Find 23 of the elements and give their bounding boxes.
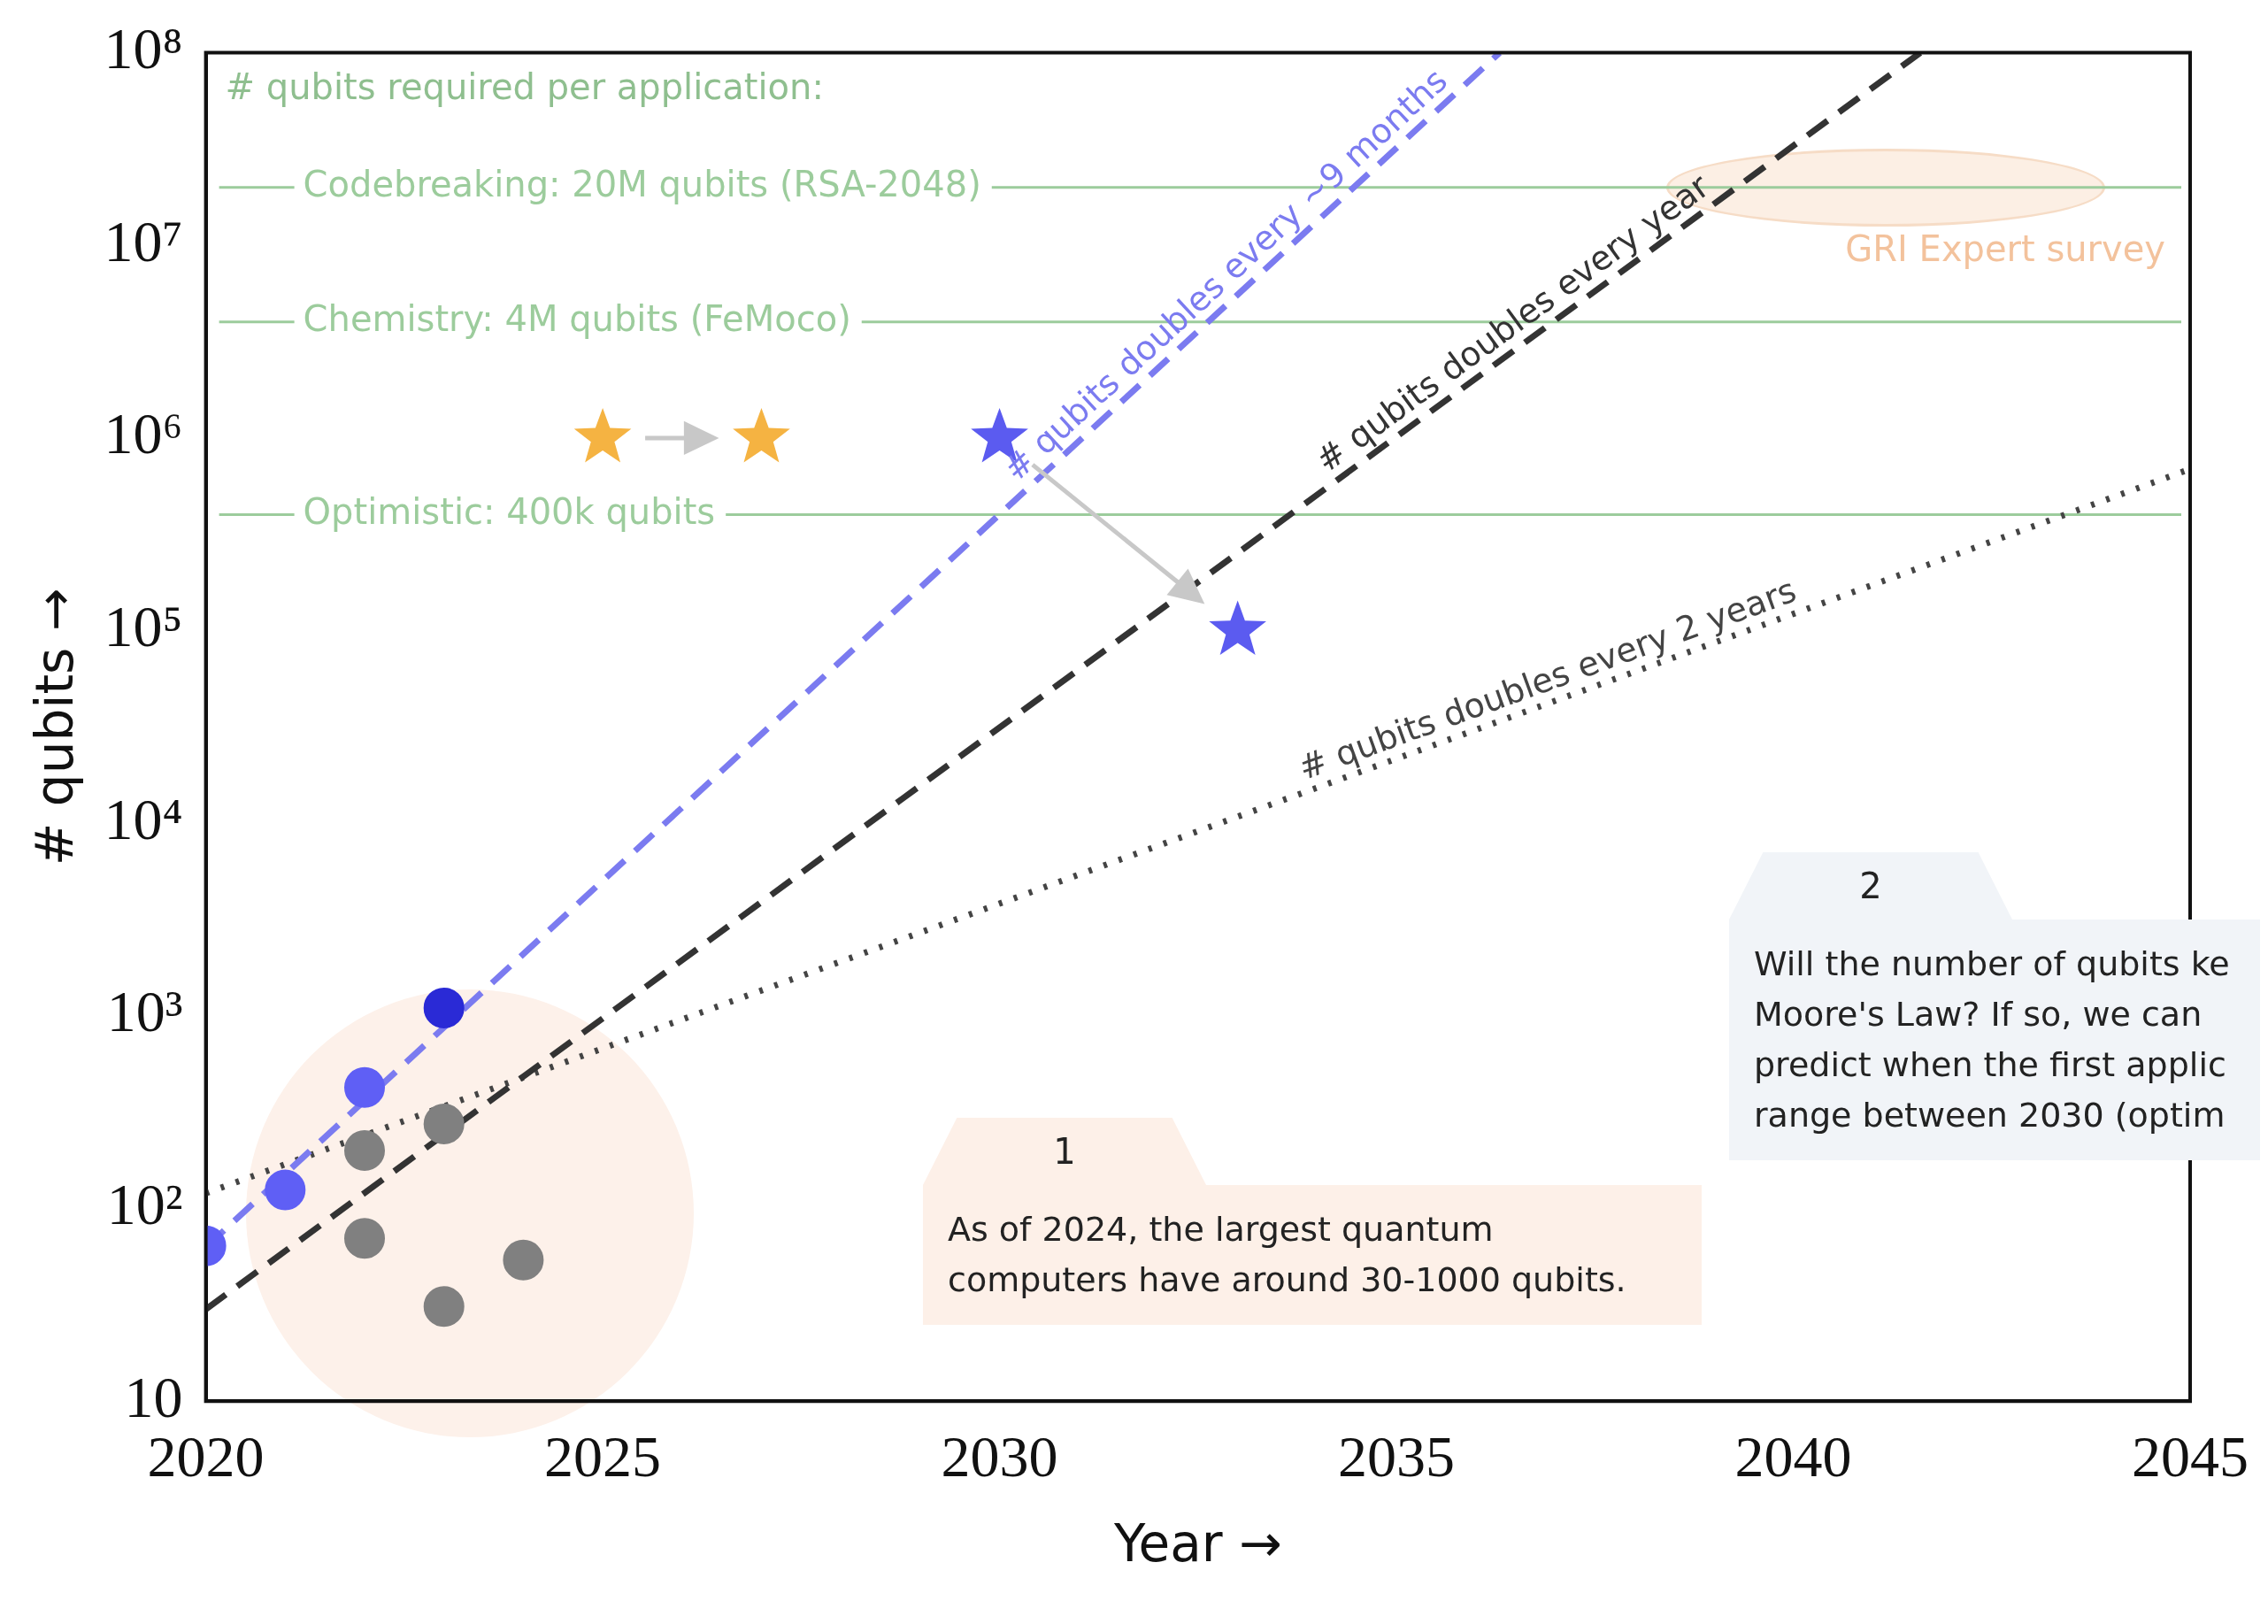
annotation: # qubits required per application: xyxy=(225,65,824,107)
annotation: Will the number of qubits ke Moore's Law? If so, we can predict when the first applic range between 2030 (optim xyxy=(1729,920,2260,1160)
ref-line-label: Chemistry: 4M qubits (FeMoco) xyxy=(303,298,851,340)
y-tick-label: 10⁵ xyxy=(104,593,183,658)
x-tick-label: 2035 xyxy=(1338,1424,1456,1489)
x-tick-label: 2040 xyxy=(1734,1424,1852,1489)
x-tick-label: 2030 xyxy=(941,1424,1058,1489)
annotation: 2 xyxy=(1729,852,2012,920)
ref-line-label: Codebreaking: 20M qubits (RSA-2048) xyxy=(303,164,981,205)
y-axis-title: # qubits → xyxy=(24,588,85,866)
y-tick-label: 10² xyxy=(106,1171,183,1236)
x-axis-title: Year → xyxy=(1112,1513,1282,1574)
y-tick-label: 10³ xyxy=(106,979,183,1044)
y-tick-label: 10⁷ xyxy=(104,208,183,273)
y-tick-label: 10⁴ xyxy=(104,786,183,851)
y-tick-label: 10⁶ xyxy=(104,401,183,466)
annotation: As of 2024, the largest quantum computers have around 30-1000 qubits. xyxy=(923,1185,1702,1325)
annotation: 1 xyxy=(923,1118,1206,1185)
y-tick-label: 10⁸ xyxy=(104,15,183,81)
x-tick-label: 2045 xyxy=(2132,1424,2249,1489)
annotation: GRI Expert survey xyxy=(1845,227,2165,269)
ref-line-label: Optimistic: 400k qubits xyxy=(303,490,716,532)
x-tick-label: 2025 xyxy=(544,1424,662,1489)
